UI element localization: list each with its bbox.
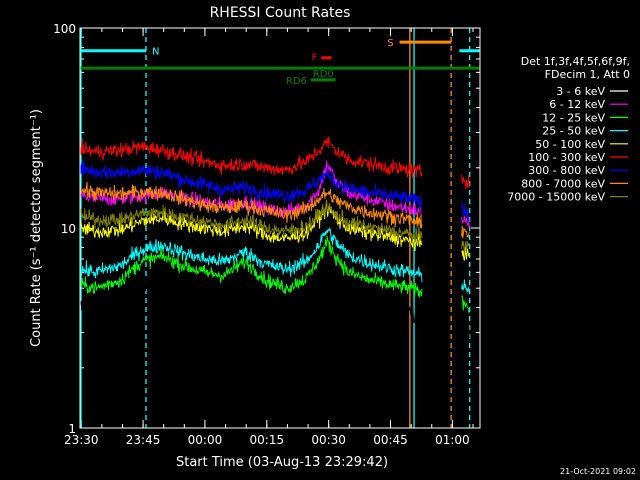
legend-item-label: 12 - 25 keV (542, 111, 605, 124)
plot-frame (79, 27, 481, 429)
y-tick-labels: 1 10 100 (53, 22, 76, 436)
series-line (80, 160, 470, 229)
tick-marks (80, 27, 480, 429)
series-lines (80, 136, 470, 339)
plot-area: N RD6 RD0 F S (79, 27, 481, 429)
x-tick-labels: 23:30 23:45 00:00 00:15 00:30 00:45 01:00 (64, 433, 470, 447)
legend-item-label: 7000 - 15000 keV (507, 191, 605, 204)
y-axis-label: Count Rate (s⁻¹ detector segment⁻¹) (29, 109, 44, 347)
vertical-markers (80, 28, 471, 428)
legend-item-label: 25 - 50 keV (542, 125, 605, 138)
x-tick-label: 00:45 (373, 433, 408, 447)
footer-date: 21-Oct-2021 09:02 (560, 467, 636, 476)
y-tick-label: 10 (61, 222, 76, 236)
series-line (80, 235, 470, 314)
flag-label: N (152, 47, 159, 58)
legend-item-label: 300 - 800 keV (528, 164, 605, 177)
series-line (80, 199, 470, 251)
series-line (80, 181, 470, 239)
legend-item-label: 3 - 6 keV (556, 85, 605, 98)
series-line (80, 226, 470, 293)
x-tick-label: 00:00 (188, 433, 223, 447)
series-line (80, 251, 470, 339)
x-tick-label: 00:15 (250, 433, 285, 447)
x-tick-label: 23:45 (126, 433, 161, 447)
series-line (80, 136, 470, 190)
flag-label: RD0 (313, 69, 334, 80)
y-tick-label: 100 (53, 22, 76, 36)
legend-item-label: 100 - 300 keV (528, 151, 605, 164)
legend-item-label: 50 - 100 keV (535, 138, 605, 151)
flag-label: F (311, 53, 317, 64)
y-tick-label: 1 (68, 422, 76, 436)
x-tick-label: 01:00 (435, 433, 470, 447)
chart-title: RHESSI Count Rates (210, 5, 351, 21)
flag-label: S (387, 38, 393, 49)
series-line (80, 161, 470, 224)
x-axis-label: Start Time (03-Aug-13 23:29:42) (176, 455, 388, 470)
legend-item-label: 800 - 7000 keV (521, 177, 605, 190)
legend-header-line: FDecim 1, Att 0 (545, 68, 630, 81)
flag-bars: N RD6 RD0 F S (80, 38, 480, 87)
x-tick-label: 00:30 (311, 433, 346, 447)
flag-label: RD6 (286, 76, 307, 87)
x-tick-label: 23:30 (64, 433, 99, 447)
legend-header-line: Det 1f,3f,4f,5f,6f,9f, (521, 55, 630, 68)
legend: Det 1f,3f,4f,5f,6f,9f,FDecim 1, Att 0 3 -… (507, 55, 630, 204)
legend-item-label: 6 - 12 keV (549, 98, 605, 111)
